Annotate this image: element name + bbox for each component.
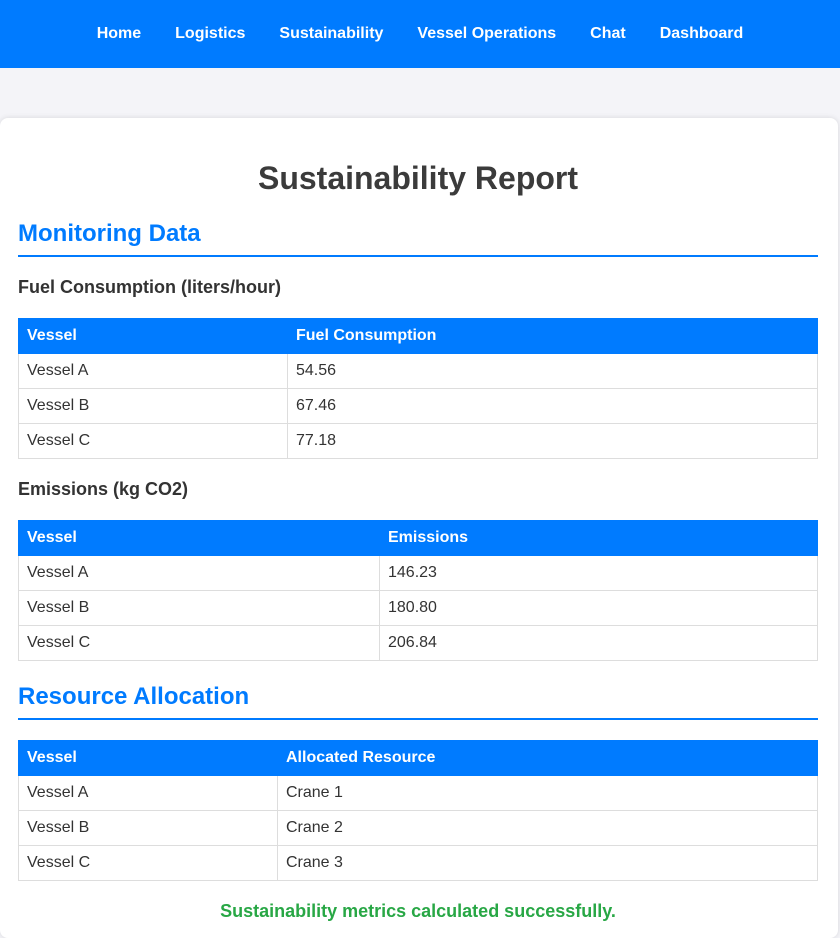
fuel-heading: Fuel Consumption (liters/hour) (18, 277, 281, 297)
table-header-row: Vessel Emissions (18, 520, 818, 556)
emissions-heading: Emissions (kg CO2) (18, 479, 189, 499)
nav-link-home[interactable]: Home (96, 25, 142, 42)
table-row: Vessel B Crane 2 (18, 810, 818, 846)
column-header: Vessel (18, 520, 380, 556)
table-row: Vessel B 67.46 (18, 388, 818, 424)
column-header: Vessel (18, 318, 288, 354)
fuel-value-cell: 54.56 (287, 353, 818, 389)
table-row: Vessel A 54.56 (18, 353, 818, 389)
column-header: Allocated Resource (277, 740, 818, 776)
table-row: Vessel C 206.84 (18, 625, 818, 661)
vessel-cell: Vessel C (18, 845, 278, 881)
table-header-row: Vessel Allocated Resource (18, 740, 818, 776)
emissions-table: Vessel Emissions Vessel A 146.23 Vessel … (18, 520, 818, 661)
resource-allocation-heading: Resource Allocation (18, 683, 818, 720)
emissions-value-cell: 206.84 (379, 625, 818, 661)
vessel-cell: Vessel C (18, 625, 380, 661)
vessel-cell: Vessel A (18, 555, 380, 591)
nav-link-dashboard[interactable]: Dashboard (659, 25, 744, 42)
emissions-value-cell: 146.23 (379, 555, 818, 591)
nav-link-vessel-operations[interactable]: Vessel Operations (417, 25, 557, 42)
resource-cell: Crane 3 (277, 845, 818, 881)
monitoring-heading: Monitoring Data (18, 220, 818, 257)
success-message: Sustainability metrics calculated succes… (220, 901, 616, 921)
nav-link-sustainability[interactable]: Sustainability (279, 25, 384, 42)
table-row: Vessel A Crane 1 (18, 775, 818, 811)
fuel-table: Vessel Fuel Consumption Vessel A 54.56 V… (18, 318, 818, 459)
table-row: Vessel C 77.18 (18, 423, 818, 459)
table-row: Vessel B 180.80 (18, 590, 818, 626)
vessel-cell: Vessel A (18, 775, 278, 811)
resource-table: Vessel Allocated Resource Vessel A Crane… (18, 740, 818, 881)
vessel-cell: Vessel C (18, 423, 288, 459)
table-row: Vessel A 146.23 (18, 555, 818, 591)
nav-list: Home Logistics Sustainability Vessel Ope… (80, 25, 761, 43)
fuel-value-cell: 77.18 (287, 423, 818, 459)
vessel-cell: Vessel B (18, 590, 380, 626)
nav-link-chat[interactable]: Chat (590, 25, 626, 42)
fuel-value-cell: 67.46 (287, 388, 818, 424)
resource-cell: Crane 2 (277, 810, 818, 846)
resource-cell: Crane 1 (277, 775, 818, 811)
top-navbar: Home Logistics Sustainability Vessel Ope… (0, 0, 840, 68)
vessel-cell: Vessel B (18, 388, 288, 424)
column-header: Emissions (379, 520, 818, 556)
nav-link-logistics[interactable]: Logistics (175, 25, 246, 42)
column-header: Fuel Consumption (287, 318, 818, 354)
column-header: Vessel (18, 740, 278, 776)
table-header-row: Vessel Fuel Consumption (18, 318, 818, 354)
vessel-cell: Vessel A (18, 353, 288, 389)
resource-table-wrapper: Vessel Allocated Resource Vessel A Crane… (18, 740, 818, 881)
page-title: Sustainability Report (257, 160, 579, 196)
emissions-value-cell: 180.80 (379, 590, 818, 626)
table-row: Vessel C Crane 3 (18, 845, 818, 881)
vessel-cell: Vessel B (18, 810, 278, 846)
report-container: Sustainability Report Monitoring Data Fu… (0, 118, 838, 938)
